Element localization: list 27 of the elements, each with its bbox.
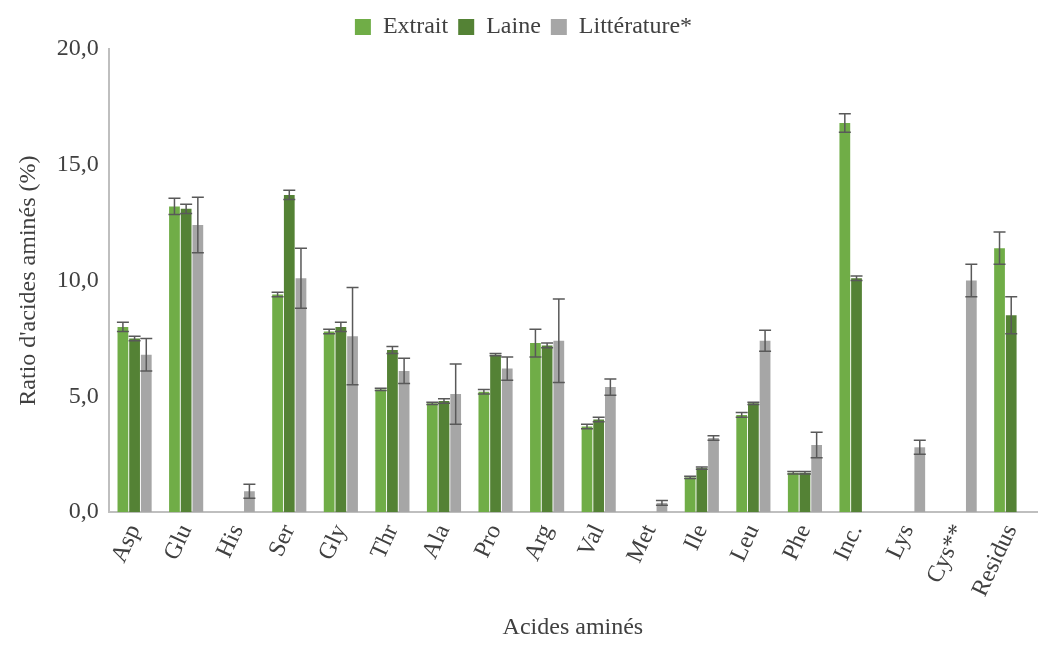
x-tick-label: Val [571,519,610,560]
y-tick-label: 0,0 [68,497,99,524]
x-tick-label: Cys** [920,520,970,587]
x-tick-label: Ala [416,519,455,563]
x-tick-label: Inc. [827,520,867,565]
x-tick-label: His [210,520,248,562]
x-tick-label: Leu [724,520,764,565]
x-tick-label: Gly [312,520,352,564]
x-tick-label: Ser [262,520,300,560]
y-tick-label: 5,0 [68,381,99,408]
x-axis-title: Acides aminés [502,612,644,639]
legend-label: Extrait [382,12,449,39]
x-tick-label: Lys [880,520,919,563]
x-tick-label: Arg [518,520,558,565]
legend-label: Laine [486,12,541,39]
x-tick-label: Pro [468,520,506,562]
x-tick-label: Asp [104,520,145,567]
x-tick-label: Ile [677,520,713,554]
y-tick-label: 20,0 [56,34,99,61]
x-tick-label: Thr [364,520,403,563]
y-tick-label: 15,0 [56,150,99,177]
y-tick-label: 10,0 [56,265,99,292]
x-tick-label: Phe [776,520,816,564]
legend-label: Littérature* [578,12,693,39]
y-axis-title: Ratio d'acides aminés (%) [13,155,40,406]
x-tick-label: Met [620,519,661,567]
x-tick-label: Glu [157,520,197,564]
